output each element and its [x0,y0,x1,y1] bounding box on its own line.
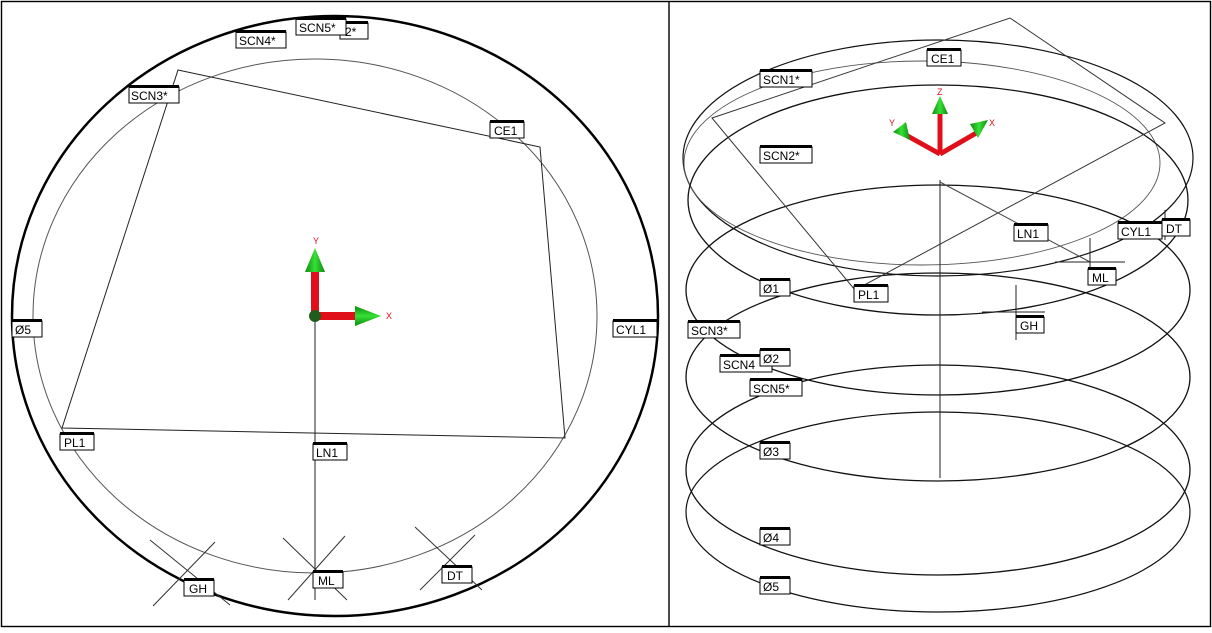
z-arrow-icon [932,96,948,114]
svg-text:GH: GH [189,582,207,596]
top-axis-x-label: X [386,311,392,321]
y-arrow-icon [893,122,910,140]
svg-text:SCN5*: SCN5* [753,382,790,396]
svg-text:SCN3*: SCN3* [131,89,168,103]
svg-text:DT: DT [447,569,464,583]
svg-text:CYL1: CYL1 [616,323,646,337]
svg-text:DT: DT [1166,222,1183,236]
x-arrow-icon [355,306,381,326]
svg-text:Ø3: Ø3 [763,445,779,459]
svg-text:CE1: CE1 [931,52,955,66]
tag-gh-top[interactable]: GH [183,578,215,597]
svg-text:SCN2*: SCN2* [763,149,800,163]
iso-axis-triad: Z Y X [889,87,995,157]
tag-scn3-iso[interactable]: SCN3* [687,320,741,339]
tag-ml-top[interactable]: ML [312,570,344,589]
tag-ml-iso[interactable]: ML [1087,267,1117,286]
tag-scn4[interactable]: SCN4* [235,30,287,49]
scan-polygon [61,69,566,439]
svg-text:LN1: LN1 [316,446,338,460]
tag-d3[interactable]: Ø3 [759,441,791,460]
top-view: Y X [10,14,660,618]
iso-scan-polygon [711,17,1166,291]
svg-text:CE1: CE1 [494,124,518,138]
iso-axis-x-label: X [989,118,995,128]
origin-icon [309,310,321,322]
tag-scn5[interactable]: SCN5* [295,17,347,36]
tag-dt-iso[interactable]: DT [1161,218,1191,237]
svg-text:Ø2: Ø2 [763,352,779,366]
svg-text:SCN1*: SCN1* [763,73,800,87]
tag-d1[interactable]: Ø1 [759,278,791,297]
y-arrow-icon [305,248,325,272]
iso-ellipse-1b [683,60,1161,266]
svg-text:SCN4: SCN4 [723,358,755,372]
iso-ellipse-6 [685,411,1191,613]
iso-ln1-line [939,181,1091,263]
tag-d4[interactable]: Ø4 [759,527,791,546]
svg-text:CYL1: CYL1 [1121,225,1151,239]
tag-ln1-iso[interactable]: LN1 [1013,223,1049,242]
tag-scn2-iso[interactable]: SCN2* [759,145,813,164]
svg-text:PL1: PL1 [858,288,880,302]
iso-view: Z Y X [682,17,1194,613]
tag-ce1-iso[interactable]: CE1 [926,48,962,67]
svg-text:Ø4: Ø4 [763,531,779,545]
svg-text:ML: ML [1092,271,1109,285]
tag-d5-iso[interactable]: Ø5 [759,576,791,595]
svg-text:SCN4*: SCN4* [239,34,276,48]
iso-ellipse-4 [685,272,1191,482]
tag-scn3[interactable]: SCN3* [128,85,180,104]
svg-text:SCN3*: SCN3* [691,324,728,338]
top-axis-y-label: Y [313,236,319,246]
iso-ellipse-2 [687,84,1189,316]
iso-axis-y-label: Y [889,118,895,128]
tag-pl1-iso[interactable]: PL1 [853,284,889,303]
tag-cyl1-top[interactable]: CYL1 [612,319,658,338]
tag-d2[interactable]: Ø2 [759,348,791,367]
svg-text:2*: 2* [345,25,357,39]
tag-scn5-iso[interactable]: SCN5* [749,378,803,397]
iso-ellipse-5 [685,364,1191,576]
svg-text:ML: ML [318,574,335,588]
svg-text:SCN5*: SCN5* [299,21,336,35]
iso-ellipse-3 [685,184,1191,396]
x-arrow-icon [970,120,988,138]
ml-cross [282,535,348,601]
tag-d5-top[interactable]: Ø5 [11,319,43,338]
tag-scn1[interactable]: SCN1* [759,69,813,88]
svg-text:Ø1: Ø1 [763,282,779,296]
svg-text:Ø5: Ø5 [15,323,31,337]
svg-text:GH: GH [1020,319,1038,333]
tag-cyl1-iso[interactable]: CYL1 [1117,221,1163,240]
tag-ce1[interactable]: CE1 [489,120,525,139]
top-axis-triad: Y X [305,236,392,326]
iso-axis-z-label: Z [937,87,943,97]
tag-dt-top[interactable]: DT [441,565,473,584]
tag-ln1-top[interactable]: LN1 [312,442,348,461]
gh-cross [149,539,231,607]
tag-gh-iso[interactable]: GH [1015,315,1045,334]
iso-ellipse-1 [682,39,1194,277]
svg-text:PL1: PL1 [64,436,86,450]
svg-text:Ø5: Ø5 [763,580,779,594]
svg-text:LN1: LN1 [1017,227,1039,241]
tag-pl1-top[interactable]: PL1 [59,432,95,451]
outer-circle [10,14,660,618]
